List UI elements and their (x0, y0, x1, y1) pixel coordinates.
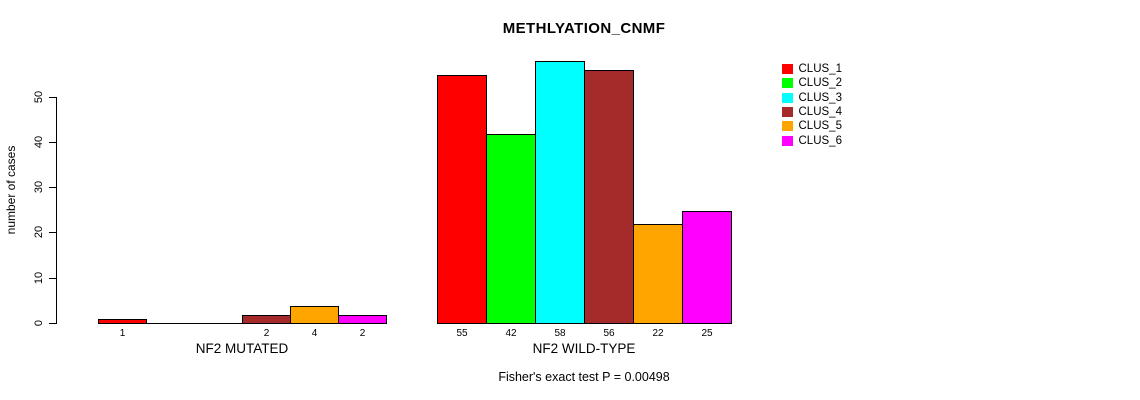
bar-clus_4 (242, 315, 291, 324)
y-tick-label: 0 (33, 319, 45, 327)
bar-clus_2-zero (146, 323, 195, 324)
legend-item: CLUS_5 (782, 119, 842, 133)
legend-swatch-clus_1 (782, 63, 793, 75)
bar-clus_2 (486, 134, 536, 324)
legend-label: CLUS_2 (798, 77, 842, 89)
y-tick-label: 20 (33, 225, 45, 239)
bar-value-label: 25 (701, 328, 713, 339)
bar-value-label: 4 (311, 328, 318, 339)
bar-clus_6 (338, 315, 387, 324)
bar-value-label: 22 (652, 328, 664, 339)
legend-item: CLUS_1 (782, 62, 842, 76)
legend-label: CLUS_1 (798, 63, 842, 75)
bar-value-label: 56 (603, 328, 615, 339)
legend-label: CLUS_4 (798, 106, 842, 118)
y-tick-mark (49, 278, 56, 279)
y-tick-mark (49, 187, 56, 188)
y-tick-label: 50 (33, 90, 45, 104)
legend-label: CLUS_6 (798, 135, 842, 147)
legend-item: CLUS_3 (782, 91, 842, 105)
y-axis-label: number of cases (4, 145, 18, 235)
group-label: NF2 MUTATED (195, 341, 289, 356)
chart-title: METHLYATION_CNMF (502, 20, 666, 37)
y-tick-mark (49, 323, 56, 324)
legend-label: CLUS_5 (798, 120, 842, 132)
y-tick-mark (49, 232, 56, 233)
legend-swatch-clus_3 (782, 92, 793, 104)
bar-value-label: 42 (505, 328, 517, 339)
legend-swatch-clus_5 (782, 120, 793, 132)
legend-item: CLUS_2 (782, 76, 842, 90)
legend-item: CLUS_4 (782, 105, 842, 119)
legend-swatch-clus_4 (782, 106, 793, 118)
y-tick-mark (49, 142, 56, 143)
y-axis-line (56, 97, 57, 324)
bar-clus_4 (584, 70, 634, 324)
bar-clus_1 (437, 75, 487, 324)
bar-clus_5 (633, 224, 683, 324)
group-label: NF2 WILD-TYPE (532, 341, 636, 356)
legend: CLUS_1 CLUS_2 CLUS_3 CLUS_4 CLUS_5 CLUS_6 (782, 62, 922, 162)
bar-clus_5 (290, 306, 339, 324)
bar-value-label: 1 (119, 328, 126, 339)
bar-clus_1 (98, 319, 147, 324)
y-tick-label: 30 (33, 180, 45, 194)
bar-value-label: 2 (359, 328, 366, 339)
bar-value-label: 55 (456, 328, 468, 339)
annotation-text: Fisher's exact test P = 0.00498 (498, 370, 670, 384)
legend-swatch-clus_2 (782, 77, 793, 89)
bar-clus_6 (682, 211, 732, 324)
bar-value-label: 58 (554, 328, 566, 339)
legend-swatch-clus_6 (782, 135, 793, 147)
bar-value-label: 2 (263, 328, 270, 339)
y-tick-label: 10 (33, 271, 45, 285)
legend-item: CLUS_6 (782, 134, 842, 148)
y-tick-label: 40 (33, 135, 45, 149)
legend-label: CLUS_3 (798, 92, 842, 104)
bar-clus_3 (535, 61, 585, 324)
y-tick-mark (49, 97, 56, 98)
bar-clus_3-zero (194, 323, 243, 324)
